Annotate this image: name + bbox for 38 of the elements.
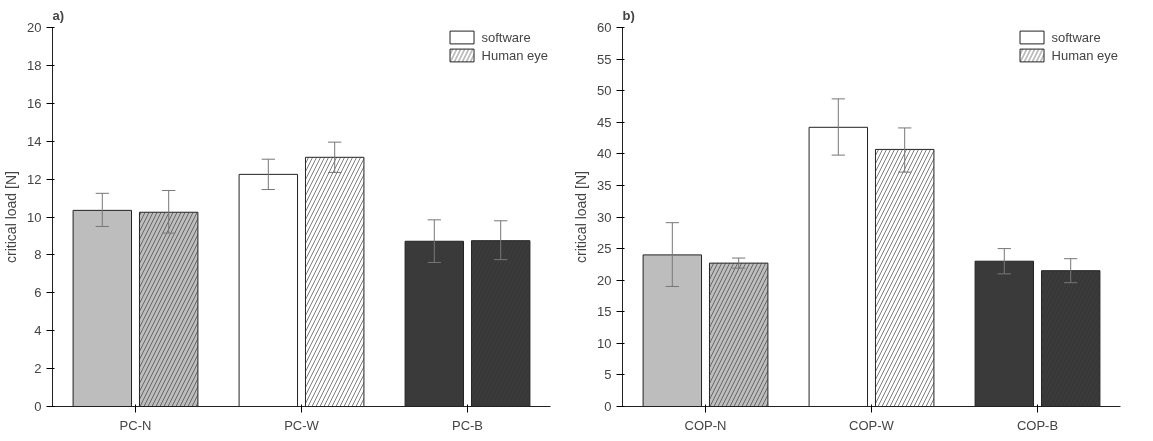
legend-label: software (1051, 29, 1101, 45)
y-tick-label: 30 (597, 209, 612, 225)
x-tick-label: COP-N (684, 417, 727, 433)
y-tick-label: 50 (597, 83, 612, 99)
x-tick-label: PC-B (451, 417, 484, 433)
legend-label: software (481, 29, 531, 45)
y-tick-label: 0 (604, 399, 612, 414)
y-tick-label: 35 (597, 177, 612, 193)
y-tick-label: 4 (34, 323, 42, 339)
chart-title: b) (622, 7, 635, 23)
chart-title: a) (52, 7, 65, 23)
x-tick-label: PC-W (284, 417, 320, 433)
y-tick-label: 20 (27, 20, 42, 35)
y-tick-label: 5 (604, 367, 612, 383)
x-tick-label: COP-B (1016, 417, 1059, 433)
y-tick-label: 0 (34, 399, 42, 414)
y-tick-label: 8 (34, 247, 42, 263)
y-tick-label: 2 (34, 361, 42, 377)
legend-label: Human eye (481, 47, 548, 63)
x-tick-label: PC-N (119, 417, 152, 433)
legend-label: Human eye (1051, 47, 1118, 63)
y-tick-label: 55 (597, 51, 612, 67)
y-tick-label: 6 (34, 285, 42, 301)
y-tick-label: 12 (27, 171, 42, 187)
y-tick-label: 15 (597, 304, 612, 320)
y-tick-label: 16 (27, 95, 42, 111)
y-tick-label: 60 (597, 20, 612, 35)
y-axis-title: critical load [N] (573, 171, 590, 263)
y-tick-label: 40 (597, 146, 612, 162)
y-tick-label: 18 (27, 57, 42, 73)
x-tick-label: COP-W (849, 417, 895, 433)
y-tick-label: 10 (27, 209, 42, 225)
y-tick-label: 14 (27, 133, 42, 149)
y-tick-label: 25 (597, 241, 612, 257)
y-tick-label: 20 (597, 272, 612, 288)
y-axis-title: critical load [N] (3, 171, 20, 263)
y-tick-label: 10 (597, 335, 612, 351)
y-tick-label: 45 (597, 114, 612, 130)
